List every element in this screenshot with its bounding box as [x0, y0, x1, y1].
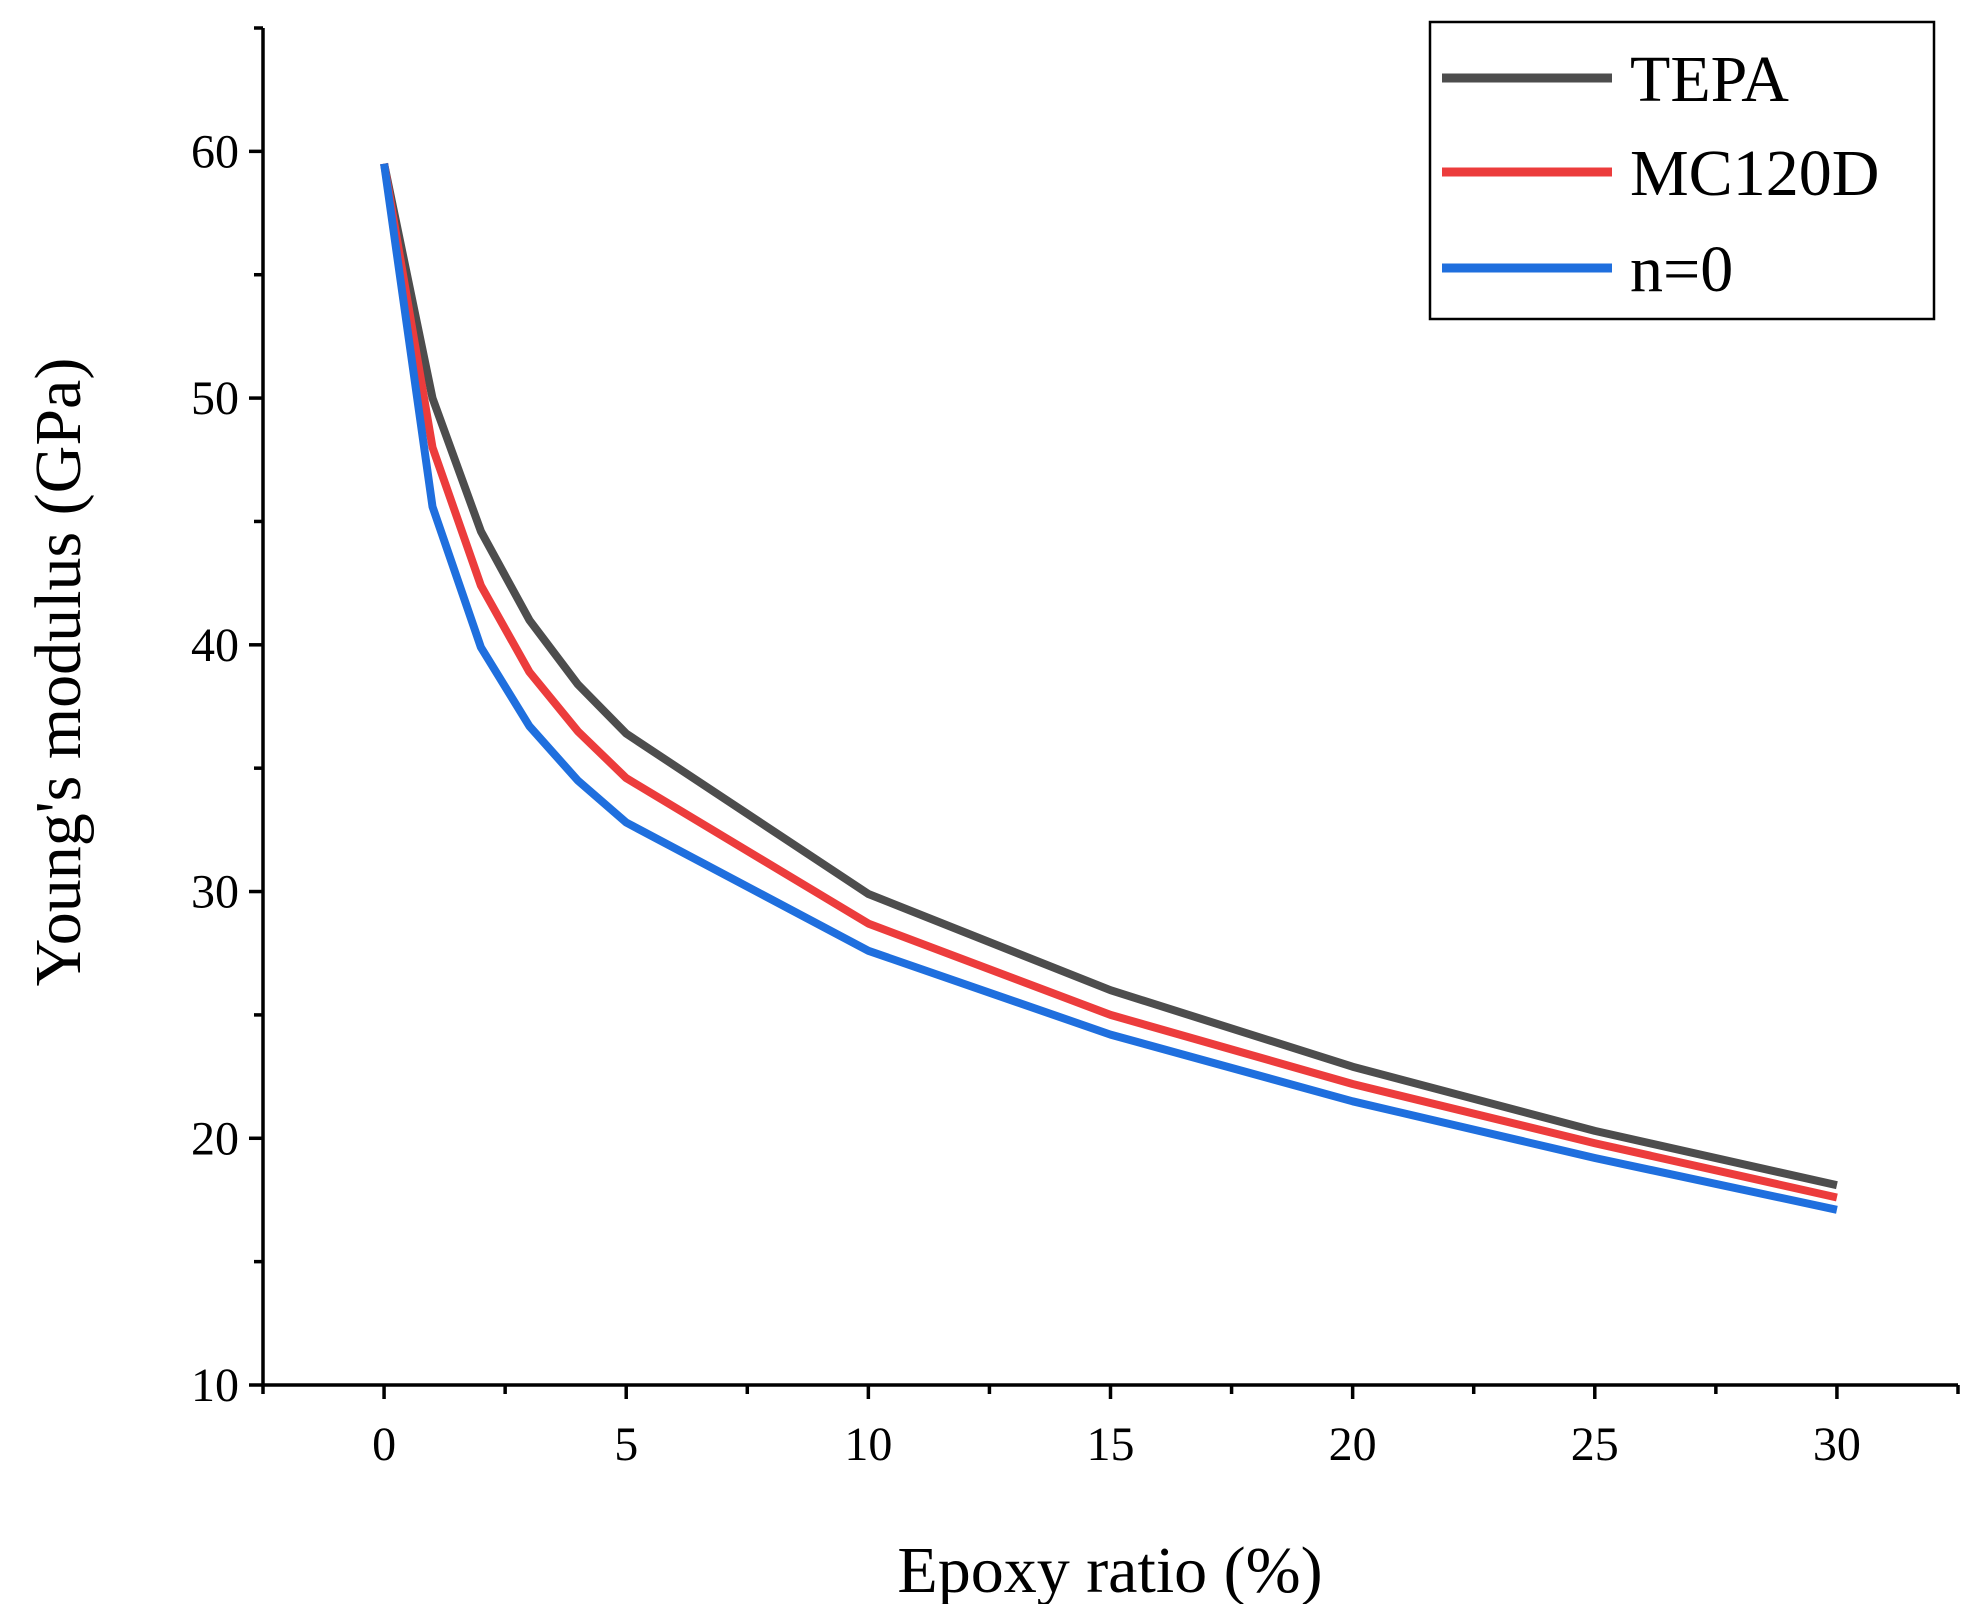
x-tick-label: 30	[1813, 1418, 1861, 1471]
series-lines	[380, 162, 1838, 1214]
y-tick-label: 40	[191, 619, 239, 672]
y-tick-label: 50	[191, 372, 239, 425]
series-line-n-0	[380, 163, 1838, 1214]
y-axis-title: Young's modulus (GPa)	[22, 358, 95, 987]
y-tick-label: 10	[191, 1359, 239, 1412]
y-tick-label: 20	[191, 1112, 239, 1165]
x-tick-label: 10	[844, 1418, 892, 1471]
y-tick-label: 60	[191, 125, 239, 178]
x-axis-title: Epoxy ratio (%)	[897, 1534, 1322, 1604]
x-tick-label: 20	[1329, 1418, 1377, 1471]
y-tick-label: 30	[191, 866, 239, 919]
series-line-tepa	[380, 162, 1838, 1190]
x-tick-label: 25	[1571, 1418, 1619, 1471]
x-tick-label: 0	[372, 1418, 396, 1471]
x-tick-label: 15	[1087, 1418, 1135, 1471]
y-ticks: 10 20 30 40 50 60	[191, 26, 263, 1412]
legend: TEPA MC120D n=0	[1428, 20, 1936, 321]
legend-label-n-0: n=0	[1630, 233, 1733, 306]
series-line-mc120d	[380, 163, 1838, 1202]
legend-label-tepa: TEPA	[1630, 43, 1789, 116]
x-ticks: 0 5 10 15 20 25 30	[261, 1385, 1960, 1471]
x-tick-label: 5	[614, 1418, 638, 1471]
legend-label-mc120d: MC120D	[1630, 137, 1879, 210]
